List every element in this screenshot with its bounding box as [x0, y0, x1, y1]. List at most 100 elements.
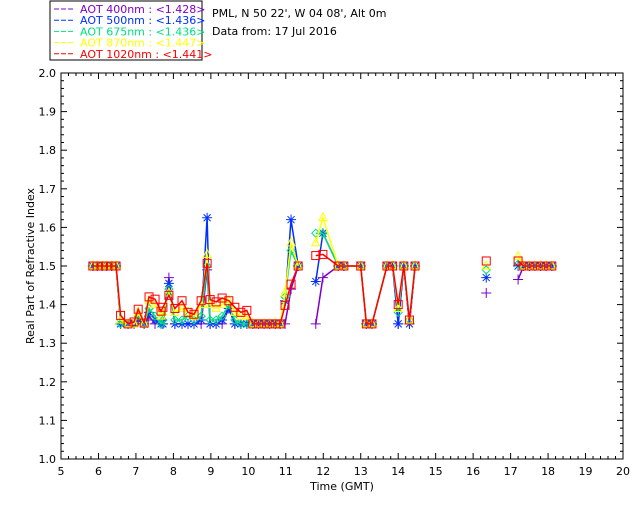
- data-point-square: [339, 261, 349, 271]
- data-point-square: [410, 261, 420, 271]
- legend-entry: AOT 675nm : <1.436>: [80, 25, 206, 38]
- data-point-square: [265, 319, 275, 329]
- data-point-triangle: [310, 236, 321, 247]
- data-point-asterisk: [481, 272, 492, 283]
- data-point-square: [230, 302, 240, 312]
- x-tick-label: 19: [579, 465, 593, 478]
- x-tick-label: 7: [132, 465, 139, 478]
- data-point-triangle: [236, 310, 246, 320]
- data-point-square: [536, 261, 546, 271]
- y-tick-label: 1.0: [39, 453, 57, 466]
- data-point-square: [236, 307, 246, 317]
- data-point-triangle: [318, 211, 328, 222]
- legend-box: [49, 0, 203, 61]
- y-tick-label: 2.0: [39, 67, 57, 80]
- data-point-square: [547, 261, 557, 271]
- chart-title-location: PML, N 50 22', W 04 08', Alt 0m: [212, 7, 386, 20]
- data-point-square: [111, 261, 121, 271]
- data-point-diamond: [170, 315, 180, 325]
- data-point-square: [280, 300, 290, 310]
- data-point-asterisk: [286, 214, 297, 225]
- data-point-square: [399, 261, 409, 271]
- data-point-square: [311, 251, 321, 261]
- data-point-asterisk: [183, 318, 194, 329]
- data-point-square: [224, 296, 234, 306]
- data-point-square: [196, 296, 206, 306]
- x-tick-label: 17: [504, 465, 518, 478]
- x-tick-label: 14: [391, 465, 405, 478]
- y-tick-label: 1.5: [39, 260, 57, 273]
- data-point-asterisk: [546, 261, 557, 271]
- x-axis-label: Time (GMT): [309, 480, 374, 493]
- data-point-diamond: [217, 311, 227, 321]
- x-tick-label: 8: [170, 465, 177, 478]
- data-point-square: [275, 319, 285, 329]
- data-point-asterisk: [513, 261, 524, 271]
- series-4: [88, 249, 557, 329]
- legend-entry: AOT 400nm : <1.428>: [80, 3, 206, 16]
- data-point-triangle: [133, 306, 143, 316]
- data-point-square: [361, 319, 371, 329]
- y-tick-label: 1.4: [39, 299, 57, 312]
- y-tick-label: 1.8: [39, 144, 57, 157]
- data-point-asterisk: [393, 318, 404, 329]
- data-point-square: [189, 309, 199, 319]
- data-point-triangle: [404, 313, 415, 324]
- data-point-square: [183, 307, 193, 317]
- data-point-square: [177, 296, 187, 306]
- y-tick-label: 1.9: [39, 106, 57, 119]
- x-tick-label: 10: [241, 465, 255, 478]
- data-point-triangle: [170, 306, 180, 316]
- legend-entry: AOT 500nm : <1.436>: [80, 14, 206, 27]
- data-point-square: [102, 261, 112, 271]
- data-point-plus: [317, 272, 328, 283]
- y-tick-label: 1.1: [39, 414, 57, 427]
- data-point-square: [393, 300, 403, 310]
- y-tick-label: 1.2: [39, 376, 57, 389]
- data-point-square: [129, 317, 139, 327]
- y-axis-label: Real Part of Refractive Index: [24, 187, 37, 344]
- x-tick-label: 15: [429, 465, 443, 478]
- data-point-triangle: [286, 236, 296, 247]
- series-line: [92, 253, 552, 326]
- data-point-diamond: [177, 315, 187, 325]
- data-point-triangle: [177, 302, 187, 312]
- data-point-square: [541, 261, 551, 271]
- data-point-square: [259, 319, 269, 329]
- legend-entry: AOT 870nm : <1.447>: [80, 37, 206, 50]
- data-point-square: [144, 292, 154, 302]
- chart-title-date: Data from: 17 Jul 2016: [212, 25, 337, 38]
- data-point-square: [242, 305, 252, 315]
- legend: AOT 400nm : <1.428>AOT 500nm : <1.436>AO…: [49, 0, 213, 61]
- x-tick-label: 20: [616, 465, 630, 478]
- y-tick-label: 1.3: [39, 337, 57, 350]
- data-point-square: [519, 261, 529, 271]
- data-point-square: [270, 319, 280, 329]
- x-tick-label: 16: [466, 465, 480, 478]
- x-tick-label: 18: [541, 465, 555, 478]
- data-point-square: [293, 261, 303, 271]
- data-point-triangle: [513, 250, 523, 260]
- data-point-square: [404, 315, 414, 325]
- data-point-square: [333, 261, 343, 271]
- data-point-square: [92, 261, 102, 271]
- data-point-square: [524, 261, 534, 271]
- data-point-square: [530, 261, 540, 271]
- y-tick-label: 1.6: [39, 221, 57, 234]
- data-point-square: [116, 310, 126, 320]
- data-point-square: [356, 261, 366, 271]
- data-point-square: [164, 290, 174, 300]
- x-tick-label: 5: [58, 465, 65, 478]
- data-point-square: [170, 303, 180, 313]
- data-point-square: [158, 302, 168, 312]
- data-point-triangle: [202, 248, 212, 258]
- data-point-diamond: [139, 319, 149, 329]
- data-point-square: [513, 256, 523, 266]
- data-point-plus: [513, 274, 524, 285]
- data-point-diamond: [211, 315, 221, 325]
- data-point-asterisk: [163, 278, 174, 289]
- data-point-square: [367, 319, 377, 329]
- data-point-square: [139, 318, 149, 328]
- data-point-square: [123, 319, 133, 329]
